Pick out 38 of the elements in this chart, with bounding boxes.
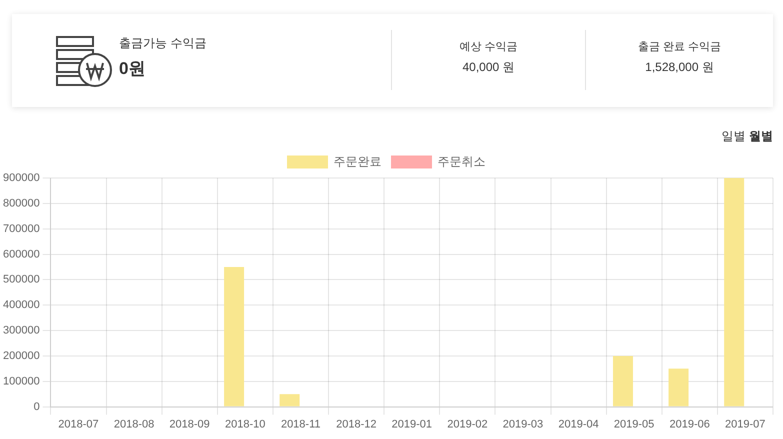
y-tick-label: 600000 [2, 248, 40, 260]
x-tick-label: 2019-06 [669, 418, 710, 430]
bar [224, 266, 244, 406]
text: 일별 [722, 129, 746, 143]
y-tick-label: 500000 [2, 274, 40, 286]
x-tick-label: 2019-02 [447, 418, 488, 430]
x-tick-label: 2019-01 [392, 418, 432, 430]
text: 1,528,000 원 [644, 59, 715, 76]
y-tick-label: 100000 [2, 375, 40, 388]
legend-label: 주문취소 [438, 154, 486, 168]
text: 40,000 원 [461, 59, 516, 76]
y-tick-label: 800000 [2, 197, 40, 210]
bar [280, 394, 300, 406]
x-tick-label: 2018-07 [58, 418, 99, 430]
text: 출금가능 수익금 [119, 35, 206, 52]
x-tick-label: 2019-05 [614, 418, 654, 430]
y-tick-label: 400000 [2, 299, 40, 312]
y-tick-label: 900000 [2, 172, 40, 184]
x-tick-label: 2018-09 [169, 418, 210, 430]
bar [612, 356, 633, 406]
bar [724, 178, 744, 406]
x-tick-label: 2019-04 [558, 418, 599, 430]
bar [668, 368, 689, 406]
x-tick-label: 2018-10 [224, 418, 266, 430]
x-tick-label: 2019-07 [725, 418, 766, 430]
y-tick-label: 0 [34, 400, 40, 413]
x-tick-label: 2018-08 [114, 418, 154, 430]
x-tick-label: 2018-12 [336, 418, 376, 430]
text: 출금 완료 수익금 [636, 40, 722, 54]
text: 예상 수익금 [458, 40, 519, 54]
y-tick-label: 200000 [2, 350, 40, 362]
y-tick-label: 300000 [2, 324, 40, 337]
y-tick-label: 700000 [2, 222, 40, 235]
text: 0원 [119, 58, 146, 80]
x-tick-label: 2019-03 [502, 418, 544, 430]
x-tick-label: 2018-11 [280, 418, 321, 430]
text: 월별 [749, 129, 773, 143]
legend-label: 주문완료 [334, 154, 382, 168]
